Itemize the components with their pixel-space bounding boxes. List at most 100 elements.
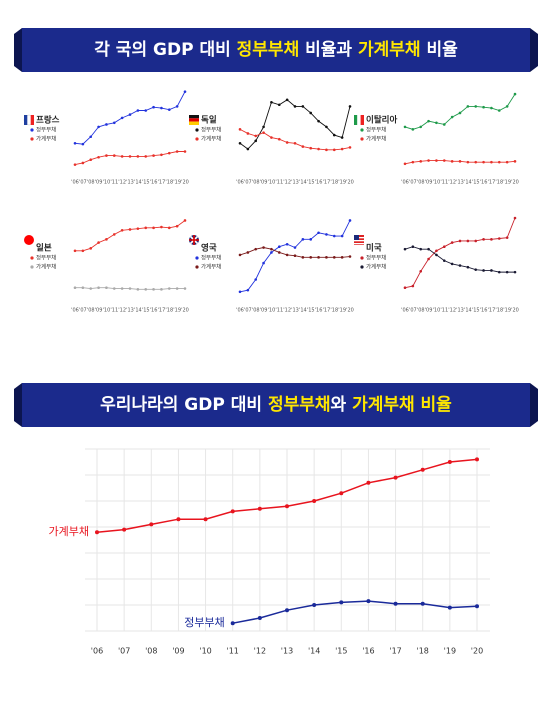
x-tick-label: '19 [173,308,181,314]
x-tick-label: '18 [495,180,503,186]
legend-label: 가계부채 [201,263,221,271]
data-point [167,226,171,230]
data-point [466,265,470,269]
data-point [128,155,132,158]
data-point [312,603,317,607]
x-tick-label: '06 [91,647,103,656]
x-tick-label: '06 [401,308,409,314]
banner-title-part: 우리나라의 GDP 대비 [100,395,268,415]
data-point [340,256,344,259]
data-point [230,621,235,626]
data-point [293,105,297,108]
data-point [262,125,265,129]
data-point [332,148,336,152]
banner-fold [530,28,538,72]
data-point [160,153,163,157]
data-point [293,246,297,249]
country-label: 미국 [366,243,382,254]
data-point [411,128,415,131]
data-point [482,105,485,109]
data-point [105,154,108,157]
x-tick-label: '06 [236,308,244,314]
data-point [348,146,352,149]
x-tick-label: '17 [158,180,166,186]
x-tick-label: '10 [433,180,441,186]
flag-part [189,118,199,122]
legend-label: 가계부채 [36,263,56,271]
x-tick-label: '06 [71,180,79,186]
legend-swatch [30,137,34,141]
legend-label: 가계부채 [36,135,56,143]
data-point [183,287,187,290]
x-tick-label: '12 [118,180,126,186]
x-tick-label: '07 [409,308,417,314]
x-tick-label: '15 [307,308,315,314]
x-tick-label: '19 [173,180,181,186]
data-point [176,517,181,522]
data-point [332,133,336,137]
country-label: 일본 [36,243,52,254]
data-point [475,457,479,462]
data-point [505,160,509,164]
data-point [482,269,485,272]
legend-swatch [195,128,199,132]
legend-swatch [195,265,199,269]
data-point [73,286,77,290]
banner-title-part: 와 [331,395,353,415]
x-tick-label: '13 [456,180,464,186]
data-point [183,219,187,222]
x-tick-label: '11 [275,180,283,186]
data-point [128,287,132,290]
data-point [262,246,265,249]
data-point [497,270,501,274]
data-point [73,249,77,253]
data-point [317,147,320,151]
data-point [246,288,250,292]
data-point [332,256,336,259]
data-point [277,103,281,107]
banner-title-part: 비율과 [299,40,358,60]
x-tick-label: '11 [110,308,118,314]
data-point [411,284,415,288]
legend-swatch [360,137,364,141]
data-point [81,142,85,146]
x-tick-label: '19 [338,180,346,186]
x-tick-label: '08 [87,308,95,314]
x-tick-label: '09 [260,308,268,314]
x-tick-label: '15 [142,180,150,186]
x-tick-label: '13 [291,180,299,186]
data-point [89,247,93,250]
x-tick-label: '09 [95,308,103,314]
legend-label: 정부부채 [201,254,221,262]
data-point [152,105,155,109]
x-tick-label: '07 [118,647,130,656]
country-label: 독일 [201,115,217,126]
x-tick-label: '17 [488,180,496,186]
x-tick-label: '12 [283,308,291,314]
data-point [97,155,100,159]
x-tick-label: '15 [472,308,480,314]
data-point [332,234,336,238]
data-point [293,142,297,145]
x-tick-label: '11 [275,308,283,314]
data-point [183,90,187,93]
x-tick-label: '08 [145,647,157,656]
banner-title-part: 각 국의 GDP 대비 [94,40,236,60]
data-point [167,108,171,111]
data-point [257,506,262,511]
legend-label: 가계부채 [366,263,386,271]
data-point [427,257,430,261]
x-tick-label: '19 [444,647,456,656]
legend-swatch [195,137,199,141]
data-point [393,601,398,606]
flag-part [354,240,364,242]
data-point [419,270,423,273]
x-tick-label: '07 [244,308,252,314]
series-line [232,600,478,624]
x-tick-label: '20 [346,308,354,314]
x-tick-label: '16 [150,180,158,186]
data-point [348,105,352,108]
x-tick-label: '08 [252,180,260,186]
data-point [285,242,289,246]
